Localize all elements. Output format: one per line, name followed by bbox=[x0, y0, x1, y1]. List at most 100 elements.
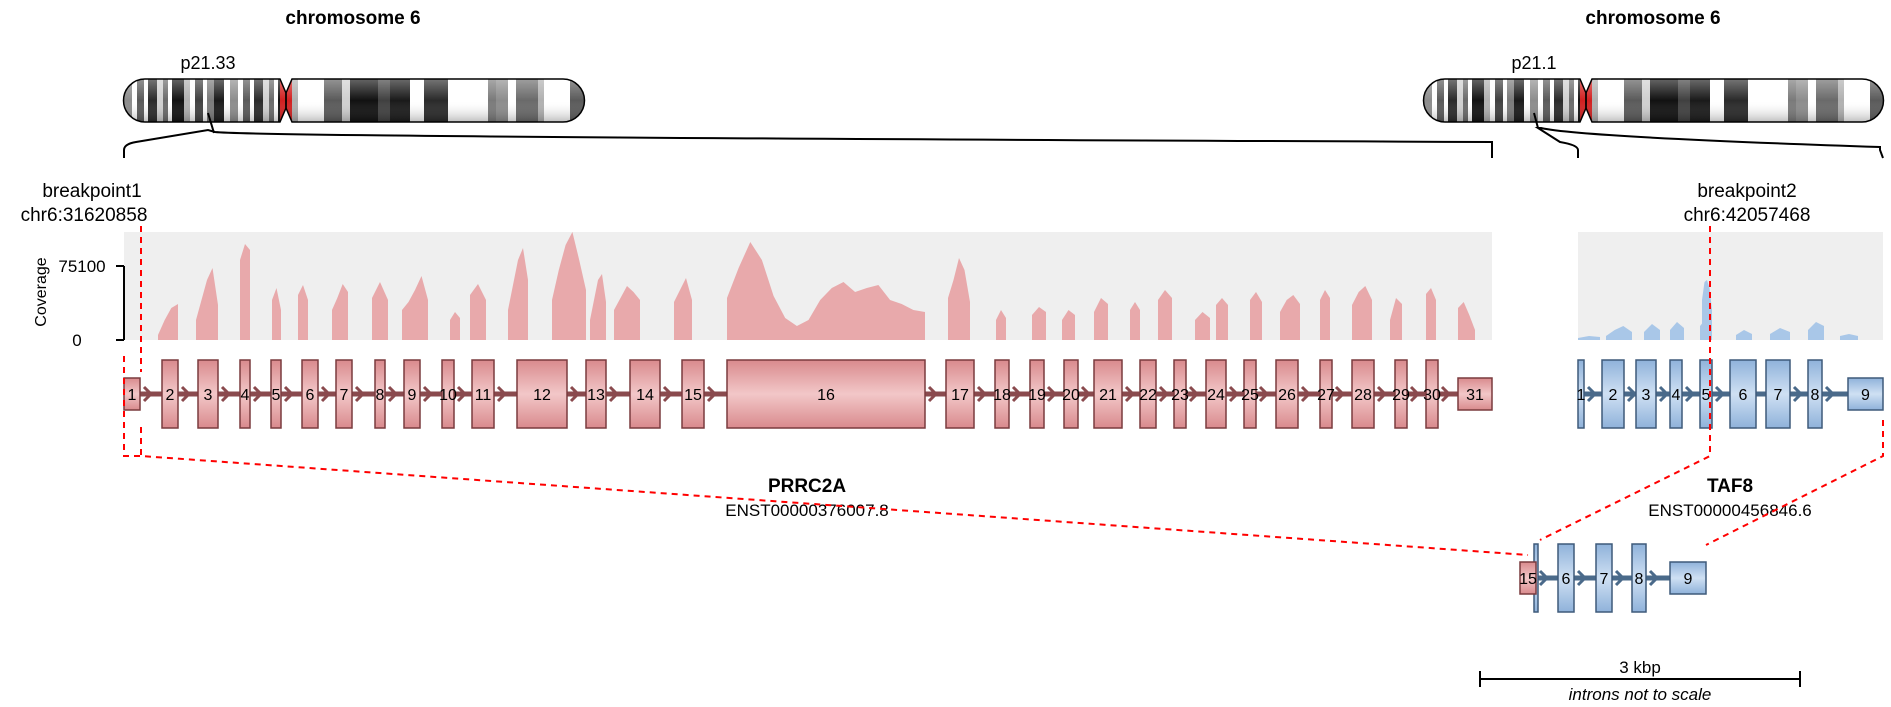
strand-arrow bbox=[1648, 569, 1660, 587]
strand-arrow bbox=[1614, 569, 1626, 587]
prrc2a-exon-24-label: 24 bbox=[1207, 387, 1225, 404]
taf8-exon-1-label: 1 bbox=[1577, 387, 1586, 404]
strand-arrow bbox=[1334, 385, 1346, 403]
right-band-tick bbox=[1533, 112, 1539, 129]
strand-arrow bbox=[1228, 385, 1240, 403]
prrc2a-exon-16 bbox=[726, 359, 926, 429]
strand-arrow bbox=[422, 385, 434, 403]
breakpoint1-title: breakpoint1 bbox=[42, 181, 141, 202]
prrc2a-exon-29-label: 29 bbox=[1392, 387, 1410, 404]
taf8-exon-5-label: 5 bbox=[1702, 387, 1711, 404]
coverage-peak bbox=[996, 310, 1006, 340]
prrc2a-exon-2 bbox=[161, 359, 179, 429]
coverage-peak bbox=[298, 285, 308, 340]
prrc2a-exon-8 bbox=[374, 359, 386, 429]
right-band-label: p21.1 bbox=[1511, 53, 1556, 73]
coverage-ymax-label: 75100 bbox=[58, 257, 105, 276]
coverage-peak bbox=[1280, 295, 1300, 340]
prrc2a-exon-19 bbox=[1029, 359, 1045, 429]
prrc2a-exon-21 bbox=[1093, 359, 1123, 429]
taf8-exon-8-label: 8 bbox=[1811, 387, 1820, 404]
strand-arrow bbox=[1258, 385, 1270, 403]
coverage-peak bbox=[1320, 290, 1330, 340]
prrc2a-exon-10-label: 10 bbox=[439, 387, 457, 404]
prrc2a-exon-5-label: 5 bbox=[272, 387, 281, 404]
breakpoint1-coordinate: chr6:31620858 bbox=[21, 205, 148, 226]
strand-arrow bbox=[1792, 385, 1804, 403]
strand-arrow bbox=[1046, 385, 1058, 403]
coverage-peak bbox=[196, 268, 218, 340]
right-chromosome-title: chromosome 6 bbox=[1585, 8, 1720, 29]
coverage-peak bbox=[1250, 292, 1262, 340]
coverage-peak bbox=[1736, 330, 1752, 340]
fusion-exon-7-label: 7 bbox=[1600, 571, 1609, 588]
strand-arrow bbox=[706, 385, 718, 403]
taf8-exon-5 bbox=[1699, 359, 1713, 429]
prrc2a-exon-25-label: 25 bbox=[1241, 387, 1259, 404]
gene2-transcript: ENST00000456846.6 bbox=[1648, 501, 1812, 520]
gene2-name: TAF8 bbox=[1707, 476, 1753, 497]
prrc2a-exon-17-label: 17 bbox=[951, 387, 969, 404]
strand-arrow bbox=[387, 385, 399, 403]
prrc2a-exon-14 bbox=[629, 359, 661, 429]
strand-arrow bbox=[608, 385, 620, 403]
taf8-exon-2 bbox=[1601, 359, 1625, 429]
taf8-exon-1 bbox=[1577, 359, 1585, 429]
gene1-name: PRRC2A bbox=[768, 476, 846, 497]
strand-arrow bbox=[662, 385, 674, 403]
coverage-peak bbox=[948, 258, 970, 340]
coverage-peak bbox=[1216, 298, 1228, 340]
prrc2a-exon-9 bbox=[403, 359, 421, 429]
prrc2a-exon-13 bbox=[585, 359, 607, 429]
prrc2a-exon-4 bbox=[239, 359, 251, 429]
strand-arrow bbox=[180, 385, 192, 403]
coverage-peak bbox=[1158, 290, 1172, 340]
left-band-label: p21.33 bbox=[180, 53, 235, 73]
breakpoint-lines bbox=[123, 226, 1884, 556]
prrc2a-exon-2-label: 2 bbox=[166, 387, 175, 404]
fusion-exon-15-label: 15 bbox=[1519, 571, 1537, 588]
coverage-peak bbox=[508, 248, 528, 340]
prrc2a-exon-17 bbox=[945, 359, 975, 429]
prrc2a-exon-1-label: 1 bbox=[128, 387, 137, 404]
taf8-exon-7 bbox=[1765, 359, 1791, 429]
coverage-ymin-label: 0 bbox=[72, 331, 81, 350]
strand-arrow bbox=[1376, 385, 1388, 403]
prrc2a-exon-27-label: 27 bbox=[1317, 387, 1335, 404]
left-band-tick bbox=[207, 112, 215, 134]
prrc2a-exon-29 bbox=[1394, 359, 1408, 429]
left-chromosome-title: chromosome 6 bbox=[285, 8, 420, 29]
taf8-exon-9 bbox=[1847, 377, 1884, 411]
strand-arrow bbox=[354, 385, 366, 403]
fusion-exon-9-label: 9 bbox=[1684, 571, 1693, 588]
prrc2a-exon-15-label: 15 bbox=[684, 387, 702, 404]
coverage-axis bbox=[116, 265, 125, 341]
strand-arrow bbox=[1684, 385, 1696, 403]
prrc2a-exon-22-label: 22 bbox=[1139, 387, 1157, 404]
strand-arrow bbox=[283, 385, 295, 403]
prrc2a-exon-19-label: 19 bbox=[1028, 387, 1046, 404]
strand-arrow bbox=[1409, 385, 1421, 403]
prrc2a-exon-24 bbox=[1205, 359, 1227, 429]
coverage-peak bbox=[1840, 334, 1858, 340]
prrc2a-exon-23 bbox=[1173, 359, 1187, 429]
coverage-peak bbox=[590, 274, 606, 340]
coverage-peak bbox=[1458, 302, 1475, 340]
prrc2a-exon-14-label: 14 bbox=[636, 387, 654, 404]
prrc2a-exon-20 bbox=[1063, 359, 1079, 429]
taf8-exon-3 bbox=[1635, 359, 1657, 429]
prrc2a-exon-13-label: 13 bbox=[587, 387, 605, 404]
coverage-peak bbox=[1094, 298, 1108, 340]
right-chromosome-ideogram bbox=[1422, 78, 1885, 123]
prrc2a-exon-28 bbox=[1351, 359, 1375, 429]
left-coverage-track bbox=[158, 232, 1475, 340]
prrc2a-exon-31 bbox=[1457, 377, 1493, 411]
taf8-exon-4 bbox=[1669, 359, 1683, 429]
strand-arrow bbox=[1011, 385, 1023, 403]
prrc2a-exon-7 bbox=[335, 359, 353, 429]
coverage-peak bbox=[614, 286, 640, 340]
coverage-peak bbox=[332, 284, 348, 340]
breakpoint2-coordinate: chr6:42057468 bbox=[1684, 205, 1811, 226]
taf8-exon-3-label: 3 bbox=[1642, 387, 1651, 404]
